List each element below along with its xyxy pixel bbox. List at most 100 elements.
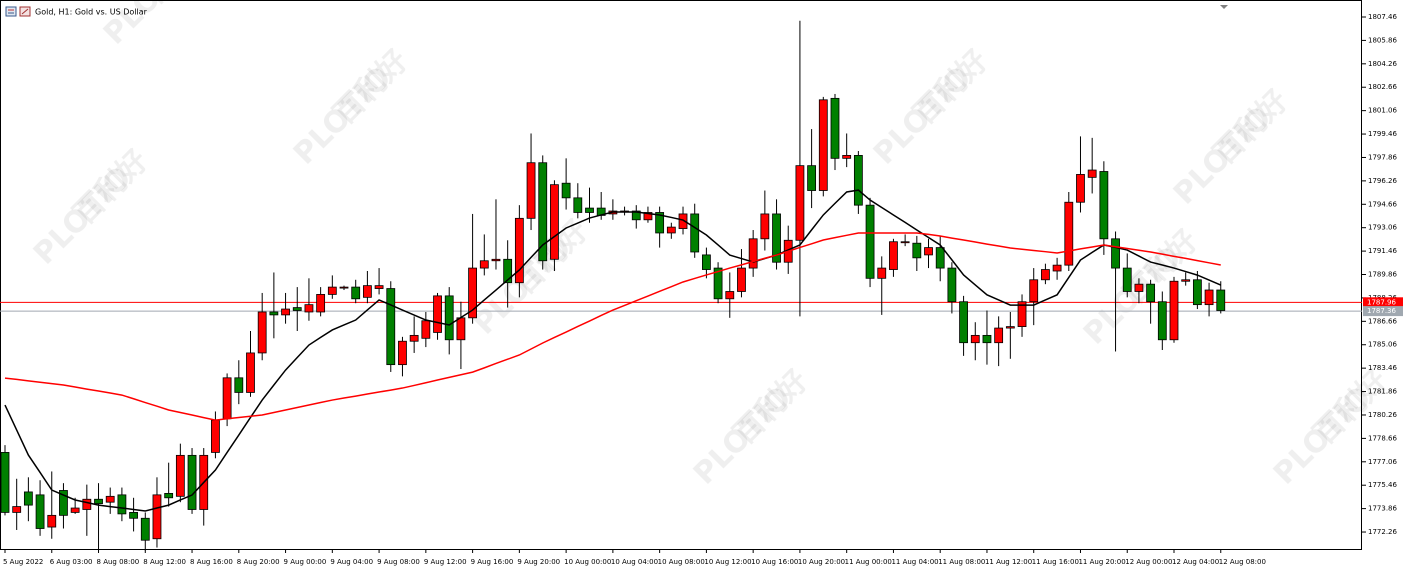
- candle-body: [47, 514, 57, 528]
- candle-body: [1157, 301, 1167, 341]
- candle-body: [362, 285, 372, 298]
- candle-body: [327, 286, 337, 295]
- candle-body: [129, 512, 138, 519]
- candle-body: [105, 495, 115, 503]
- y-tick-label: 1785.06: [1368, 341, 1397, 349]
- candle-body: [269, 311, 279, 316]
- y-tick-label: 1783.46: [1368, 364, 1397, 372]
- candle-body: [947, 267, 957, 303]
- candle-body: [351, 286, 361, 300]
- candle-body: [304, 304, 314, 313]
- shift-marker: [1220, 5, 1228, 9]
- y-tick-label: 1801.06: [1368, 107, 1397, 115]
- candle-body: [281, 308, 290, 316]
- candle-body: [842, 155, 852, 159]
- x-tick-label: 10 Aug 16:00: [751, 558, 798, 566]
- candle-body: [386, 288, 396, 366]
- candle-body: [550, 184, 559, 260]
- x-tick-label: 11 Aug 12:00: [985, 558, 1032, 566]
- candle-body: [865, 204, 875, 279]
- candle-body: [830, 97, 840, 159]
- y-tick-label: 1793.06: [1368, 224, 1397, 232]
- y-tick-label: 1772.26: [1368, 528, 1397, 536]
- candle-body: [1064, 201, 1074, 266]
- x-tick-label: 9 Aug 12:00: [424, 558, 467, 566]
- x-tick-label: 8 Aug 12:00: [143, 558, 186, 566]
- y-tick-label: 1791.46: [1368, 247, 1397, 255]
- candle-body: [900, 241, 910, 244]
- candle-body: [772, 213, 781, 263]
- y-tick-label: 1789.86: [1368, 271, 1397, 279]
- x-tick-label: 9 Aug 00:00: [284, 558, 327, 566]
- candle-body: [398, 340, 407, 366]
- x-tick-label: 10 Aug 20:00: [798, 558, 845, 566]
- candle-body: [70, 507, 80, 513]
- candle-body: [1216, 289, 1226, 311]
- candle-body: [152, 494, 162, 540]
- candle-body: [538, 162, 548, 262]
- candle-body: [737, 267, 746, 292]
- x-tick-label: 11 Aug 04:00: [891, 558, 938, 566]
- candle-body: [982, 334, 992, 344]
- y-tick-label: 1775.46: [1368, 481, 1397, 489]
- candle-body: [316, 294, 326, 313]
- candle-body: [959, 301, 968, 344]
- candle-body: [573, 197, 583, 213]
- y-tick-label: 1786.66: [1368, 317, 1397, 325]
- candle-body: [924, 247, 933, 256]
- x-tick-label: 5 Aug 2022: [3, 558, 43, 566]
- candle-body: [409, 334, 419, 342]
- y-tick-label: 1773.86: [1368, 505, 1397, 513]
- candle-body: [1052, 264, 1062, 272]
- x-tick-label: 8 Aug 08:00: [97, 558, 140, 566]
- candle-body: [164, 493, 174, 499]
- candle-body: [444, 295, 454, 341]
- candle-body: [970, 334, 980, 344]
- y-tick-label: 1796.26: [1368, 177, 1397, 185]
- candle-body: [1076, 174, 1085, 203]
- x-tick-label: 10 Aug 00:00: [564, 558, 611, 566]
- candle-body: [12, 506, 22, 513]
- candle-body: [795, 165, 805, 241]
- x-tick-label: 9 Aug 04:00: [330, 558, 373, 566]
- candle-body: [35, 494, 45, 529]
- chart-title: Gold, H1: Gold vs. US Dollar: [35, 8, 148, 17]
- candle-body: [234, 377, 244, 393]
- x-tick-label: 10 Aug 08:00: [658, 558, 705, 566]
- candle-body: [631, 210, 641, 221]
- x-tick-label: 9 Aug 20:00: [517, 558, 560, 566]
- candle-body: [666, 226, 676, 234]
- y-tick-label: 1799.46: [1368, 130, 1397, 138]
- candle-body: [339, 286, 349, 289]
- x-tick-label: 6 Aug 03:00: [50, 558, 93, 566]
- candle-body: [94, 498, 103, 505]
- candle-body: [0, 452, 10, 513]
- candle-body: [1005, 326, 1015, 329]
- candle-body: [889, 241, 898, 270]
- candle-body: [935, 247, 945, 269]
- price-label: 1787.96: [1367, 298, 1396, 306]
- candle-body: [503, 258, 513, 284]
- candle-body: [140, 517, 150, 541]
- x-tick-label: 8 Aug 16:00: [190, 558, 233, 566]
- candle-body: [678, 213, 688, 229]
- candle-body: [479, 260, 489, 269]
- candle-body: [1017, 301, 1027, 328]
- candle-body: [912, 242, 922, 259]
- y-tick-label: 1781.86: [1368, 388, 1397, 396]
- candle-body: [643, 212, 653, 221]
- candle-body: [1041, 269, 1050, 281]
- candle-body: [818, 99, 828, 191]
- y-tick-label: 1794.66: [1368, 200, 1397, 208]
- candle-body: [117, 494, 127, 515]
- candle-body: [187, 454, 197, 510]
- y-tick-label: 1777.06: [1368, 458, 1397, 466]
- candle-body: [725, 291, 735, 300]
- x-tick-label: 10 Aug 04:00: [611, 558, 658, 566]
- candle-body: [690, 213, 700, 253]
- x-tick-label: 12 Aug 04:00: [1172, 558, 1219, 566]
- moving-average: [4, 232, 1221, 421]
- y-tick-label: 1807.46: [1368, 13, 1397, 21]
